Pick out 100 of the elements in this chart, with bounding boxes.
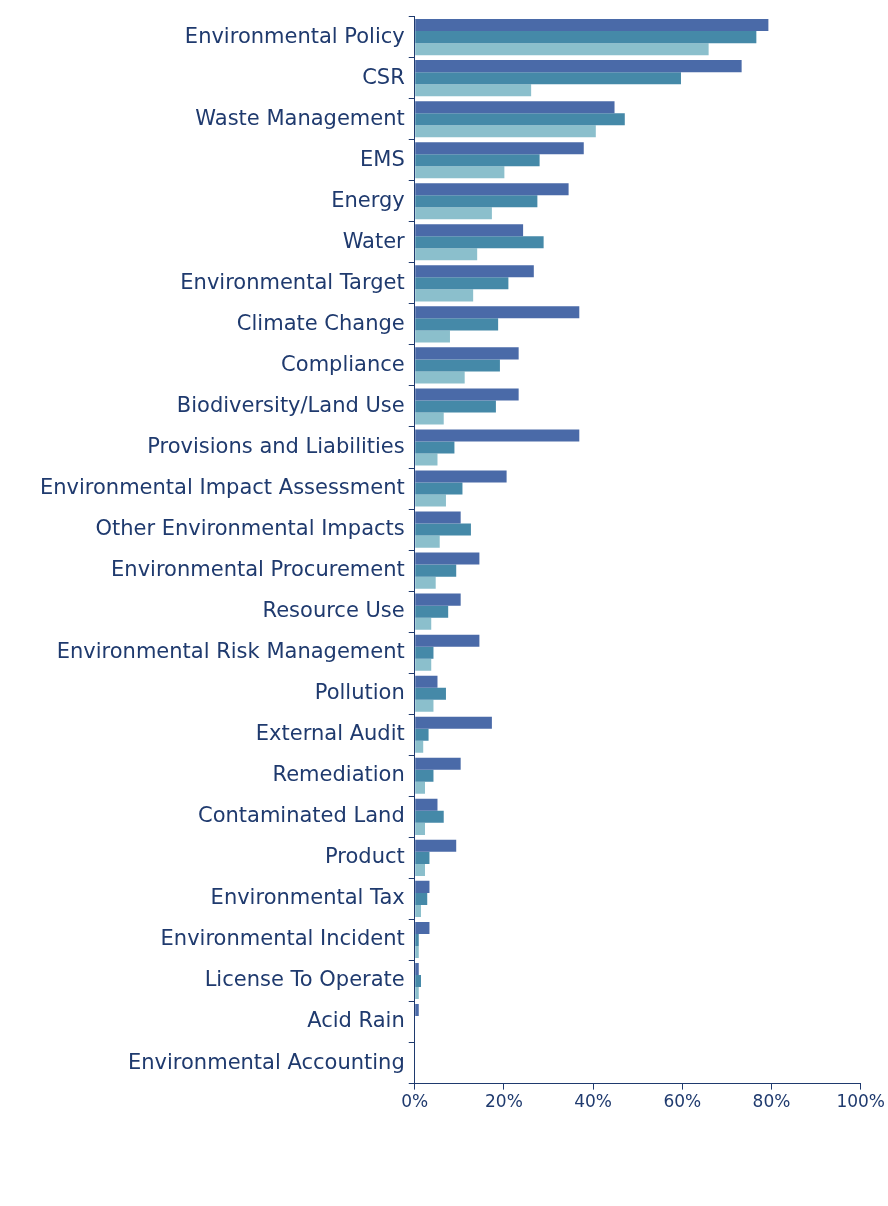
bar	[415, 810, 444, 823]
bar	[415, 306, 580, 319]
bar	[415, 617, 432, 630]
bar	[415, 482, 463, 495]
bar	[415, 154, 540, 167]
bar	[415, 412, 444, 425]
bar	[415, 880, 430, 893]
y-tick-label: Contaminated Land	[197, 803, 405, 828]
bar	[415, 166, 505, 179]
bar	[415, 716, 492, 729]
bar	[415, 757, 461, 770]
bar	[415, 453, 438, 466]
bar	[415, 535, 440, 548]
y-tick-label: Remediation	[272, 762, 405, 787]
bar	[415, 441, 455, 454]
bar	[415, 72, 681, 85]
bar	[415, 236, 544, 249]
bar	[415, 605, 449, 618]
bar	[415, 330, 450, 343]
bar	[415, 851, 430, 864]
bar	[415, 470, 507, 483]
bar	[415, 31, 757, 44]
bar	[415, 183, 569, 196]
x-tick-label: 20%	[485, 1091, 523, 1112]
bar	[415, 265, 534, 278]
bar	[415, 224, 524, 237]
bar	[415, 43, 709, 56]
bar	[415, 687, 446, 700]
bar	[415, 740, 424, 753]
y-tick-label: Resource Use	[262, 598, 405, 623]
y-tick-label: Other Environmental Impacts	[95, 516, 405, 541]
bar	[415, 347, 519, 360]
bar	[415, 863, 425, 876]
y-tick-label: Environmental Incident	[160, 926, 405, 951]
bar	[415, 576, 436, 589]
bar	[415, 388, 519, 401]
bar	[415, 646, 434, 659]
y-tick-label: Compliance	[281, 351, 405, 376]
y-tick-label: Environmental Tax	[210, 885, 405, 910]
bar	[415, 987, 419, 1000]
y-tick-label: Biodiversity/Land Use	[176, 392, 405, 417]
bar	[415, 125, 596, 138]
bar	[415, 769, 434, 782]
y-tick-label: External Audit	[255, 721, 405, 746]
bar	[415, 248, 478, 261]
bar	[415, 19, 769, 32]
y-tick-label: License To Operate	[204, 967, 405, 992]
bar	[415, 921, 430, 934]
bar	[415, 523, 471, 536]
y-tick-label: Energy	[331, 187, 405, 212]
bar	[415, 658, 432, 671]
bar	[415, 277, 509, 290]
bar	[415, 84, 532, 97]
bar	[415, 634, 480, 647]
bar	[415, 904, 421, 917]
bar	[415, 289, 474, 302]
y-tick-label: Waste Management	[195, 105, 405, 130]
y-tick-label: Provisions and Liabilities	[147, 433, 405, 458]
bar	[415, 593, 461, 606]
y-tick-label: Climate Change	[236, 310, 405, 335]
bar	[415, 962, 419, 975]
y-tick-label: Environmental Risk Management	[56, 639, 405, 664]
x-tick-label: 0%	[401, 1091, 429, 1112]
bar	[415, 60, 742, 73]
y-tick-label: Environmental Accounting	[128, 1049, 405, 1074]
x-tick-label: 40%	[574, 1091, 613, 1112]
y-tick-label: Environmental Target	[180, 269, 405, 294]
x-tick-label: 100%	[836, 1091, 885, 1112]
bar	[415, 195, 538, 208]
bar	[415, 429, 580, 442]
bar	[415, 494, 446, 507]
bar	[415, 318, 499, 331]
bar	[415, 113, 625, 126]
y-tick-label: Product	[325, 844, 405, 869]
bar	[415, 552, 480, 565]
x-tick-label: 60%	[663, 1091, 702, 1112]
y-tick-label: Environmental Procurement	[111, 557, 405, 582]
x-tick-label: 80%	[752, 1091, 791, 1112]
bar	[415, 142, 584, 155]
y-tick-label: Environmental Impact Assessment	[39, 475, 405, 499]
bar	[415, 699, 434, 712]
bar	[415, 839, 457, 852]
bar	[415, 400, 496, 413]
bar	[415, 1003, 419, 1017]
bar	[415, 101, 615, 114]
bar	[415, 564, 457, 577]
bar	[415, 822, 425, 835]
bar	[415, 511, 461, 524]
bar	[415, 945, 419, 959]
y-tick-label: Water	[342, 228, 406, 253]
y-tick-label: Acid Rain	[307, 1008, 405, 1033]
bar	[415, 798, 438, 811]
bar	[415, 207, 492, 220]
bar	[415, 728, 429, 741]
bar	[415, 371, 465, 384]
y-tick-label: EMS	[360, 146, 405, 171]
y-tick-label: CSR	[362, 64, 405, 89]
bar	[415, 892, 428, 905]
bar	[415, 933, 419, 946]
bar	[415, 781, 425, 794]
